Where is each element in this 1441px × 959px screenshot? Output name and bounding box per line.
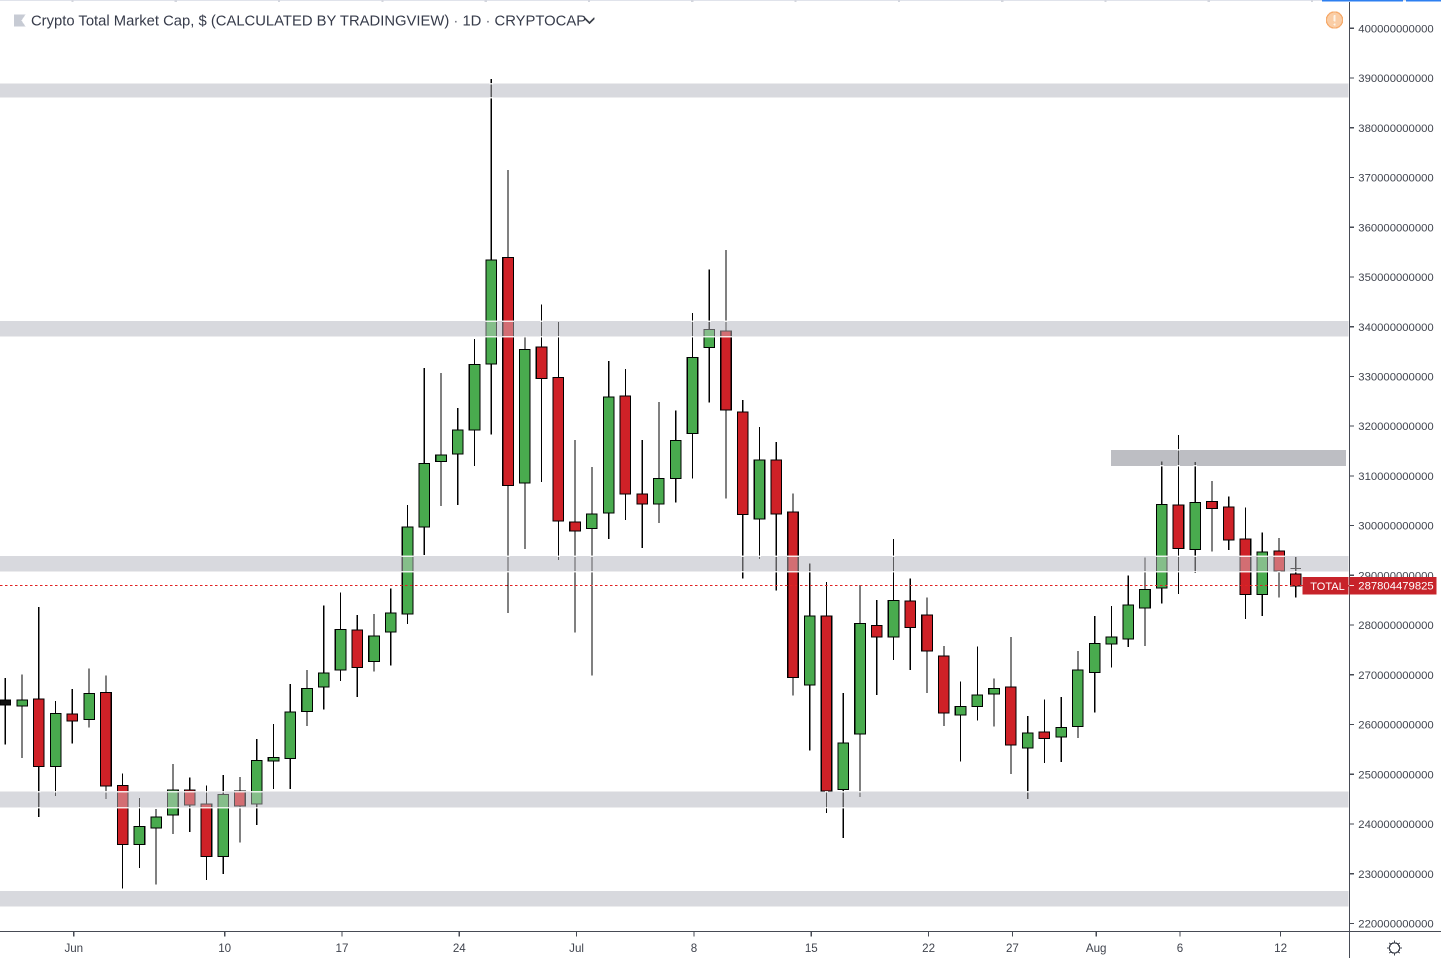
svg-text:320000000000: 320000000000 (1358, 421, 1433, 433)
svg-text:280000000000: 280000000000 (1358, 620, 1433, 632)
svg-text:330000000000: 330000000000 (1358, 372, 1433, 384)
svg-text:Jul: Jul (569, 942, 584, 955)
svg-text:22: 22 (922, 942, 935, 955)
svg-text:TOTAL: TOTAL (1310, 581, 1344, 593)
svg-text:350000000000: 350000000000 (1358, 272, 1433, 284)
svg-text:17: 17 (336, 942, 349, 955)
svg-text:240000000000: 240000000000 (1358, 819, 1433, 831)
svg-text:230000000000: 230000000000 (1358, 869, 1433, 881)
svg-text:Jun: Jun (64, 942, 83, 955)
svg-text:24: 24 (453, 942, 466, 955)
svg-text:220000000000: 220000000000 (1358, 919, 1433, 931)
svg-text:300000000000: 300000000000 (1358, 521, 1433, 533)
svg-text:340000000000: 340000000000 (1358, 322, 1433, 334)
svg-text:287804479825: 287804479825 (1358, 581, 1433, 593)
svg-text:380000000000: 380000000000 (1358, 123, 1433, 135)
svg-text:Crypto Total Market Cap, $ (CA: Crypto Total Market Cap, $ (CALCULATED B… (31, 14, 586, 30)
svg-text:8: 8 (691, 942, 697, 955)
svg-text:270000000000: 270000000000 (1358, 670, 1433, 682)
svg-text:400000000000: 400000000000 (1358, 23, 1433, 35)
svg-text:Aug: Aug (1086, 942, 1107, 955)
svg-text:390000000000: 390000000000 (1358, 73, 1433, 85)
svg-text:27: 27 (1006, 942, 1019, 955)
svg-text:12: 12 (1274, 942, 1287, 955)
svg-text:10: 10 (218, 942, 231, 955)
svg-text:15: 15 (805, 942, 818, 955)
svg-text:310000000000: 310000000000 (1358, 471, 1433, 483)
svg-text:250000000000: 250000000000 (1358, 769, 1433, 781)
svg-text:260000000000: 260000000000 (1358, 720, 1433, 732)
svg-text:6: 6 (1177, 942, 1183, 955)
svg-text:360000000000: 360000000000 (1358, 222, 1433, 234)
svg-text:370000000000: 370000000000 (1358, 173, 1433, 185)
